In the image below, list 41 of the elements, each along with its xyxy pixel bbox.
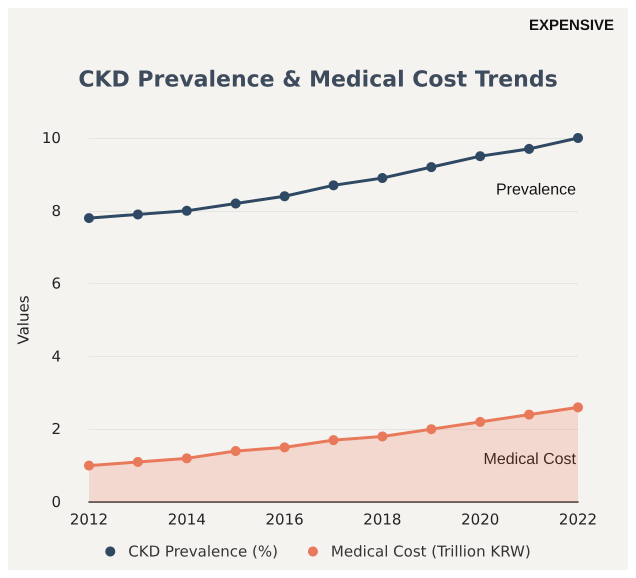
y-tick-label: 2 [51, 420, 61, 438]
point [426, 162, 436, 172]
point [328, 435, 338, 446]
point [182, 206, 192, 216]
point [280, 442, 290, 452]
point [132, 209, 143, 220]
x-tick-label: 2014 [168, 510, 206, 528]
point [230, 198, 241, 209]
point [475, 151, 486, 162]
point [377, 173, 388, 184]
x-tick-label: 2022 [558, 510, 598, 528]
x-tick-label: 2016 [266, 510, 304, 528]
point [573, 402, 583, 412]
point [573, 133, 583, 143]
y-tick-label: 8 [51, 202, 61, 220]
legend-label: Medical Cost (Trillion KRW) [330, 542, 531, 560]
annotation: Medical Cost [484, 450, 577, 468]
point [475, 416, 486, 427]
point [84, 460, 94, 471]
y-tick-label: 0 [51, 493, 61, 511]
y-tick-label: 10 [42, 129, 61, 147]
y-axis-title: Values [14, 295, 32, 345]
annotation: Prevalence [496, 182, 576, 198]
point [84, 213, 94, 224]
x-tick-label: 2020 [461, 510, 500, 528]
point [426, 424, 436, 434]
legend-label: CKD Prevalence (%) [128, 542, 278, 560]
x-tick-label: 2012 [70, 510, 108, 528]
y-tick-label: 4 [51, 347, 61, 366]
point [230, 446, 241, 456]
point [524, 144, 534, 154]
y-tick-label: 6 [51, 274, 61, 293]
chart-title: CKD Prevalence & Medical Cost Trends [78, 68, 558, 92]
text: EXPENSIVE [528, 17, 614, 34]
point [132, 456, 143, 467]
point [328, 180, 338, 190]
point [377, 431, 388, 442]
point [182, 453, 192, 464]
point [524, 410, 534, 420]
point [280, 191, 290, 202]
x-tick-label: 2018 [363, 510, 402, 528]
